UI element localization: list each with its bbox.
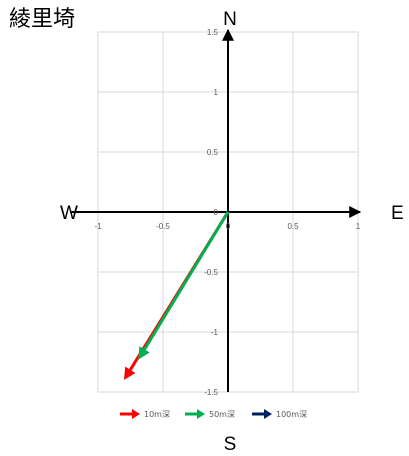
legend-item: 100m深 xyxy=(252,409,307,419)
vector-arrow-head xyxy=(124,366,136,380)
legend-label: 10m深 xyxy=(144,410,170,419)
vector-arrow-shaft xyxy=(143,211,230,351)
y-tick-label: 0.5 xyxy=(207,148,219,157)
legend-swatch-head xyxy=(264,409,272,419)
vector-arrow xyxy=(138,211,230,360)
legend-item: 50m深 xyxy=(185,409,235,419)
vector-arrow-head xyxy=(138,346,150,360)
y-tick-label: 1 xyxy=(214,88,219,97)
x-tick-label: 0 xyxy=(226,222,231,231)
chart-title: 綾里埼 xyxy=(9,7,76,32)
y-tick-label: -1 xyxy=(211,328,219,337)
vector-series xyxy=(124,211,230,380)
legend-label: 50m深 xyxy=(209,410,235,419)
legend: 10m深 50m深 100m深 xyxy=(120,409,307,419)
legend-label: 100m深 xyxy=(276,410,307,419)
compass-north-label: N xyxy=(223,9,237,30)
axes xyxy=(70,28,362,392)
legend-swatch-head xyxy=(132,409,140,419)
compass-south-label: S xyxy=(224,434,237,455)
x-tick-label: 0.5 xyxy=(287,222,299,231)
y-tick-label: 0 xyxy=(214,208,219,217)
x-tick-label: -1 xyxy=(94,222,102,231)
x-tick-label: -0.5 xyxy=(156,222,170,231)
legend-swatch-head xyxy=(197,409,205,419)
x-tick-label: 1 xyxy=(356,222,361,231)
compass-west-label: W xyxy=(60,203,78,224)
y-tick-label: 1.5 xyxy=(207,28,219,37)
y-tick-label: -0.5 xyxy=(204,268,218,277)
y-tick-label: -1.5 xyxy=(204,388,218,397)
legend-item: 10m深 xyxy=(120,409,170,419)
compass-east-label: E xyxy=(391,203,404,224)
tick-labels: -1 -0.5 0 0.5 1 -1.5 -1 -0.5 0 0.5 1 1.5 xyxy=(94,28,360,397)
